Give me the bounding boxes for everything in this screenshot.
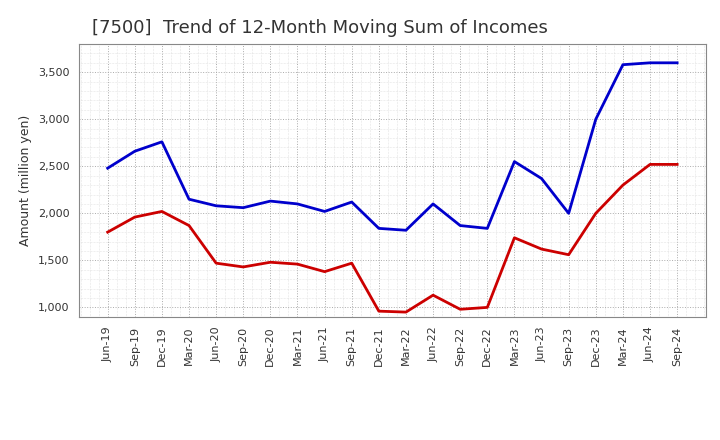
Net Income bbox=[266, 260, 275, 265]
Ordinary Income bbox=[348, 199, 356, 205]
Net Income bbox=[104, 230, 112, 235]
Ordinary Income bbox=[239, 205, 248, 210]
Ordinary Income bbox=[591, 117, 600, 122]
Net Income bbox=[320, 269, 329, 274]
Ordinary Income bbox=[266, 198, 275, 204]
Net Income bbox=[428, 293, 437, 298]
Net Income bbox=[483, 305, 492, 310]
Net Income bbox=[212, 260, 220, 266]
Net Income bbox=[293, 261, 302, 267]
Ordinary Income bbox=[185, 197, 194, 202]
Line: Net Income: Net Income bbox=[108, 165, 677, 312]
Ordinary Income bbox=[483, 226, 492, 231]
Ordinary Income bbox=[402, 227, 410, 233]
Text: [7500]  Trend of 12-Month Moving Sum of Incomes: [7500] Trend of 12-Month Moving Sum of I… bbox=[91, 19, 548, 37]
Ordinary Income bbox=[672, 60, 681, 66]
Net Income bbox=[130, 214, 139, 220]
Ordinary Income bbox=[428, 201, 437, 206]
Ordinary Income bbox=[374, 226, 383, 231]
Net Income bbox=[185, 223, 194, 228]
Ordinary Income bbox=[456, 223, 464, 228]
Ordinary Income bbox=[130, 149, 139, 154]
Net Income bbox=[239, 264, 248, 270]
Net Income bbox=[158, 209, 166, 214]
Ordinary Income bbox=[320, 209, 329, 214]
Net Income bbox=[591, 211, 600, 216]
Ordinary Income bbox=[618, 62, 627, 67]
Ordinary Income bbox=[293, 201, 302, 206]
Ordinary Income bbox=[646, 60, 654, 66]
Y-axis label: Amount (million yen): Amount (million yen) bbox=[19, 115, 32, 246]
Ordinary Income bbox=[158, 139, 166, 144]
Net Income bbox=[564, 252, 573, 257]
Net Income bbox=[646, 162, 654, 167]
Net Income bbox=[402, 309, 410, 315]
Ordinary Income bbox=[212, 203, 220, 209]
Ordinary Income bbox=[564, 211, 573, 216]
Net Income bbox=[374, 308, 383, 314]
Ordinary Income bbox=[510, 159, 518, 164]
Net Income bbox=[456, 307, 464, 312]
Net Income bbox=[618, 183, 627, 188]
Ordinary Income bbox=[537, 176, 546, 181]
Net Income bbox=[510, 235, 518, 240]
Line: Ordinary Income: Ordinary Income bbox=[108, 63, 677, 230]
Ordinary Income bbox=[104, 165, 112, 171]
Net Income bbox=[537, 246, 546, 252]
Net Income bbox=[348, 260, 356, 266]
Net Income bbox=[672, 162, 681, 167]
